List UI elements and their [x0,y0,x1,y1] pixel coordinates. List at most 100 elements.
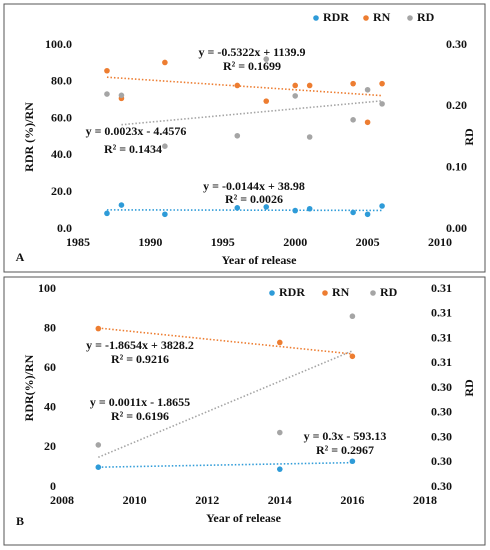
x-tick-label: 1995 [211,235,235,249]
legend-label: RN [373,10,391,24]
annotation: R² = 0.9216 [111,352,169,366]
legend-label: RDR [279,285,305,299]
y2-tick-label: 0.30 [431,429,452,443]
trend-line [106,76,383,97]
data-point [104,67,110,74]
data-point [277,429,283,436]
x-tick-label: 2000 [283,235,307,249]
annotation: R² = 0.1434 [104,142,162,156]
y2-tick-label: 0.20 [446,98,467,112]
legend-marker [313,15,319,21]
trend-line [98,327,353,355]
data-point [292,93,299,99]
data-point [349,313,356,320]
y-tick-label: 20.0 [51,184,72,198]
annotation: R² = 0.0026 [225,192,283,206]
data-point [95,325,102,332]
legend-marker [370,290,376,296]
annotation: y = -1.8654x + 3828.2 [86,338,194,352]
trend-line [106,209,383,212]
y-tick-label: 100.0 [45,37,72,51]
y2-axis-title: RD [462,379,476,397]
legend-label: RD [417,10,435,24]
y2-tick-label: 0.10 [446,159,467,173]
x-tick-label: 2010 [123,493,147,507]
data-point [234,132,241,139]
x-tick-label: 2014 [268,493,292,507]
data-point [234,82,241,89]
data-point [277,339,283,346]
data-point [364,119,371,126]
trend-line [97,350,353,459]
y-tick-label: 80 [44,320,56,334]
y-tick-label: 20 [44,439,56,453]
x-tick-label: 2012 [195,493,219,507]
data-point [234,205,241,211]
y2-tick-label: 0.30 [431,479,452,493]
data-point [104,91,110,97]
x-tick-label: 1985 [66,235,90,249]
y-tick-label: 60.0 [51,110,72,124]
data-point [263,56,270,62]
data-point [162,143,168,149]
panel-label: B [16,514,24,528]
annotation: y = 0.0011x - 1.8655 [90,395,190,409]
data-point [364,211,371,218]
y-tick-label: 0 [50,479,56,493]
data-point [277,466,283,472]
x-tick-label: 2010 [428,235,452,249]
y-tick-label: 100 [38,281,56,295]
data-point [350,209,356,216]
legend-label: RDR [323,10,349,24]
trend-line [98,461,353,468]
y2-tick-label: 0.31 [431,306,452,320]
data-point [306,134,313,140]
data-point [263,204,270,210]
annotation: y = -0.5322x + 1139.9 [198,45,305,59]
data-point [118,202,125,208]
legend-marker [363,15,369,21]
data-point [162,59,168,66]
x-tick-label: 2018 [413,493,437,507]
legend-label: RN [332,285,350,299]
data-point [350,117,356,123]
data-point [364,86,371,93]
y2-tick-label: 0.00 [446,221,467,235]
x-tick-label: 2008 [50,493,74,507]
annotation: y = 0.0023x - 4.4576 [86,124,187,138]
data-point [95,464,102,471]
y2-tick-label: 0.30 [431,454,452,468]
data-point [292,82,299,89]
y-tick-label: 80.0 [51,74,72,88]
data-point [379,80,385,87]
panel-frame [3,3,486,273]
legend-marker [322,290,328,296]
panel-frame [3,276,486,546]
y2-tick-label: 0.30 [431,380,452,394]
y2-tick-label: 0.30 [446,37,467,51]
data-point [292,207,299,214]
data-point [349,353,356,360]
data-point [379,101,385,107]
y2-axis-title: RD [462,128,476,146]
annotation: R² = 0.6196 [111,409,169,423]
annotation: y = -0.0144x + 38.98 [203,179,305,193]
data-point [306,205,313,212]
data-point [104,210,110,217]
data-point [118,92,125,99]
y-axis-title: RDR(%)/RN [22,354,36,421]
data-point [162,211,168,218]
data-point [306,82,313,89]
x-tick-label: 1990 [138,235,162,249]
data-point [350,80,356,87]
y2-tick-label: 0.31 [431,281,452,295]
trend-line [121,100,383,126]
y-tick-label: 40.0 [51,147,72,161]
x-axis-title: Year of release [222,253,298,267]
x-tick-label: 2016 [340,493,364,507]
y-tick-label: 40 [44,400,56,414]
panel-label: A [16,250,25,264]
y-tick-label: 0.0 [57,221,72,235]
data-point [379,203,385,209]
